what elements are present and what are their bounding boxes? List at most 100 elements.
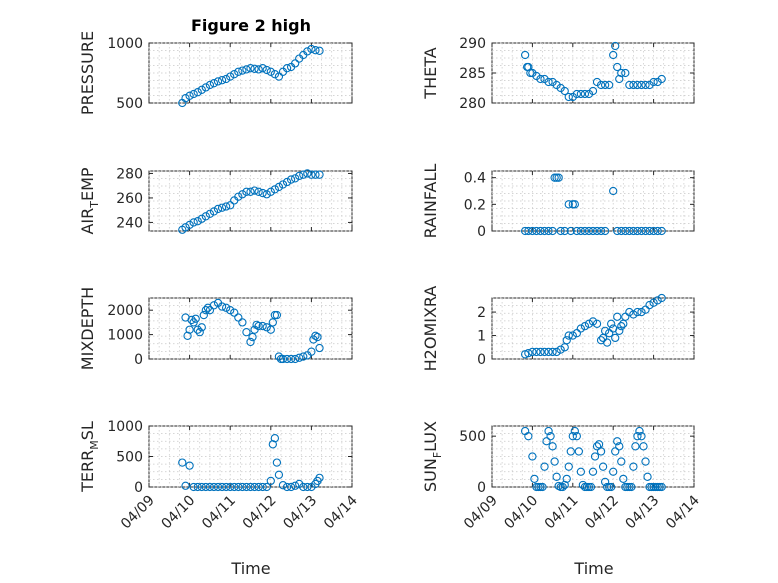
data-point [617,68,626,78]
y-tick-label: 0 [477,480,486,496]
data-point [631,442,640,451]
data-point [580,226,590,236]
data-point [221,303,231,312]
grid-lines [491,170,695,232]
data-point [570,200,579,209]
data-markers [178,44,324,108]
data-point [246,187,255,196]
data-point [242,482,251,492]
data-point [221,202,231,211]
data-point [558,482,567,492]
y-tick-label: 290 [459,36,486,52]
data-point [230,308,239,317]
data-point [524,348,533,358]
data-point [307,170,316,179]
data-point [639,442,648,451]
data-point [552,472,561,481]
subplot-sun-flux: 0 500 04/09 04/10 04/11 04/12 04/13 04/14 SUNFLU… [421,421,703,532]
data-point [609,186,618,196]
x-tick-label: 04/10 [159,493,199,533]
data-point [209,301,219,310]
data-point [205,482,215,492]
y-axis-label-subscript: M [88,440,101,450]
data-point [645,300,654,310]
data-point [613,437,622,446]
data-point [633,307,642,317]
data-markers [181,298,324,364]
data-point [189,89,198,99]
data-point [566,447,575,456]
data-point [299,170,308,179]
y-axis-label-suffix: EMP [78,167,97,201]
data-point [588,86,598,96]
data-point [641,226,650,236]
data-point [542,437,551,446]
data-point [181,94,190,103]
data-point [641,80,650,90]
x-tick-label: 04/14 [321,492,361,532]
data-point [530,474,539,484]
data-point [588,226,598,236]
data-point [532,347,541,357]
data-point [226,482,235,492]
data-point [645,226,654,236]
data-point [629,462,638,471]
data-point [242,65,251,74]
data-point [213,204,223,214]
data-point [213,77,223,86]
data-point [201,212,210,221]
x-tick-label: 04/13 [623,493,663,533]
data-point [185,325,194,334]
data-point [568,331,577,340]
data-markers [520,293,666,359]
subplot-h2omixra: 0 1 2 H2OMIXRA [421,286,695,371]
grid-lines [148,42,353,104]
data-point [197,323,206,332]
data-markers [520,173,666,236]
y-axis-label: SUNFLUX [421,421,444,492]
data-point [266,67,275,76]
x-tick-label: 04/13 [280,493,320,533]
data-point [313,332,322,342]
data-point [548,347,557,357]
data-point [584,319,594,328]
x-axis-label-right: Time [573,559,613,578]
y-tick-label: 240 [116,215,143,231]
data-point [262,190,271,199]
y-tick-label: 2000 [107,303,143,319]
data-point [189,482,198,492]
data-point [193,482,202,492]
data-point [617,322,626,331]
y-axis-label: AIRTEMP [78,167,101,234]
data-point [524,226,533,236]
data-point [540,347,549,357]
data-point [197,85,206,94]
data-point [266,187,275,196]
data-point [629,226,638,236]
data-point [570,426,579,436]
data-point [641,457,650,466]
data-point [576,89,586,99]
data-point [189,218,198,227]
data-point [286,482,296,492]
y-tick-label: 0 [477,224,486,240]
data-point [238,318,247,327]
data-point [270,434,280,443]
y-tick-label: 280 [116,166,143,182]
x-tick-label: 04/12 [240,493,280,533]
data-point [584,226,594,236]
data-point [576,226,586,236]
data-point [234,313,243,322]
data-point [193,325,202,334]
data-point [613,312,622,321]
y-axis-label-suffix: SL [78,421,97,440]
data-point [613,226,622,236]
data-point [286,354,296,364]
data-point [187,315,196,325]
data-markers [178,169,324,234]
data-point [633,80,642,90]
data-point [540,226,549,236]
data-point [242,187,251,196]
y-axis-label-main: RAINFALL [421,164,440,239]
